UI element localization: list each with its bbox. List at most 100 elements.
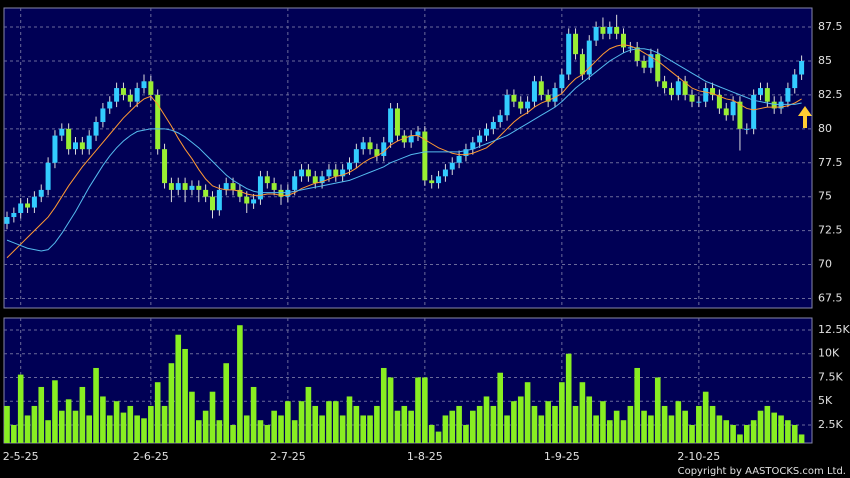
volume-bar [511, 401, 517, 443]
candle-body [799, 60, 805, 75]
candle-body [518, 101, 524, 109]
candle-body [675, 81, 681, 95]
volume-bar [79, 386, 86, 443]
volume-bar [696, 405, 702, 443]
candle-body [312, 176, 318, 184]
volume-bar [31, 405, 38, 443]
volume-bar [709, 405, 716, 443]
candle-body [127, 94, 133, 102]
candle-body [723, 108, 729, 116]
candle-body [511, 94, 517, 102]
candle-body [305, 169, 311, 177]
volume-bar [319, 415, 325, 443]
volume-bar [593, 415, 599, 443]
candle-body [134, 88, 140, 102]
volume-bar [17, 374, 24, 443]
arrow-icon [798, 106, 812, 128]
volume-bar [333, 401, 339, 443]
candle-body [264, 176, 270, 184]
candle-body [114, 88, 120, 102]
candle-body [449, 162, 455, 170]
candle-body [292, 176, 298, 190]
candle-body [86, 135, 92, 150]
candle-body [244, 196, 250, 204]
candle-body [257, 176, 263, 200]
volume-bar [586, 396, 593, 443]
candle-body [210, 196, 215, 211]
y-tick-label: 70 [818, 258, 832, 271]
candle-body [490, 122, 496, 129]
x-tick-label: 2-7-25 [270, 450, 306, 463]
volume-bar [764, 405, 771, 443]
copyright: Copyright by AASTOCKS.com Ltd. [678, 466, 846, 477]
volume-bar [579, 382, 586, 443]
candle-body [497, 115, 503, 123]
candle-body [73, 142, 78, 150]
candle-body [716, 94, 722, 109]
volume-bar [271, 410, 277, 443]
candle-body [59, 128, 65, 136]
x-tick-label: 2-5-25 [3, 450, 39, 463]
x-tick-label: 1-8-25 [407, 450, 443, 463]
volume-bar [641, 410, 647, 443]
volume-bar [148, 405, 154, 443]
candle-body [148, 81, 154, 95]
candle-body [566, 33, 572, 75]
volume-bar [59, 410, 65, 443]
y-tick-label: 80 [818, 122, 832, 135]
volume-bar [463, 424, 469, 443]
volume-bar [243, 415, 250, 443]
candle-body [155, 94, 161, 150]
candle-body [168, 183, 174, 190]
volume-bar [524, 382, 531, 443]
volume-bar [778, 415, 784, 443]
candle-body [66, 128, 72, 150]
candle-body [415, 131, 421, 136]
candle-body [689, 94, 695, 102]
candle-body [627, 47, 633, 49]
y-tick-label: 72.5 [818, 224, 843, 237]
volume-bar [607, 420, 613, 443]
candle-body [785, 88, 791, 102]
candle-body [353, 149, 359, 163]
volume-bar [476, 405, 483, 443]
volume-bar [106, 415, 113, 443]
volume-bar [483, 396, 490, 443]
volume-bar [791, 424, 798, 443]
volume-bar [168, 363, 175, 443]
candle-body [429, 180, 435, 184]
candle-body [347, 162, 352, 170]
candle-body [93, 122, 99, 136]
volume-bar [134, 415, 140, 443]
candle-body [38, 189, 44, 197]
candle-body [408, 135, 414, 143]
volume-bar [408, 410, 414, 443]
volume-bar [237, 325, 243, 443]
volume-bar [127, 405, 134, 443]
volume-bar [600, 401, 606, 443]
volume-bar [182, 348, 188, 443]
y-tick-label: 5K [818, 394, 833, 407]
candle-body [573, 33, 579, 55]
candle-body [340, 169, 346, 177]
candle-body [778, 101, 784, 109]
volume-bar [72, 410, 79, 443]
candle-body [771, 101, 777, 109]
candle-body [586, 40, 592, 75]
volume-bar [374, 405, 380, 443]
candle-body [401, 135, 407, 143]
candle-body [31, 196, 37, 208]
candle-body [463, 149, 469, 156]
volume-bar [422, 377, 428, 443]
volume-bar [572, 405, 579, 443]
candle-body [758, 88, 763, 95]
candle-body [120, 88, 126, 95]
volume-bar [100, 396, 106, 443]
candle-body [367, 142, 373, 150]
candle-body [237, 189, 243, 197]
y-tick-label: 82.5 [818, 88, 843, 101]
volume-bar [716, 415, 723, 443]
candle-body [545, 94, 551, 102]
volume-bar [387, 377, 394, 443]
